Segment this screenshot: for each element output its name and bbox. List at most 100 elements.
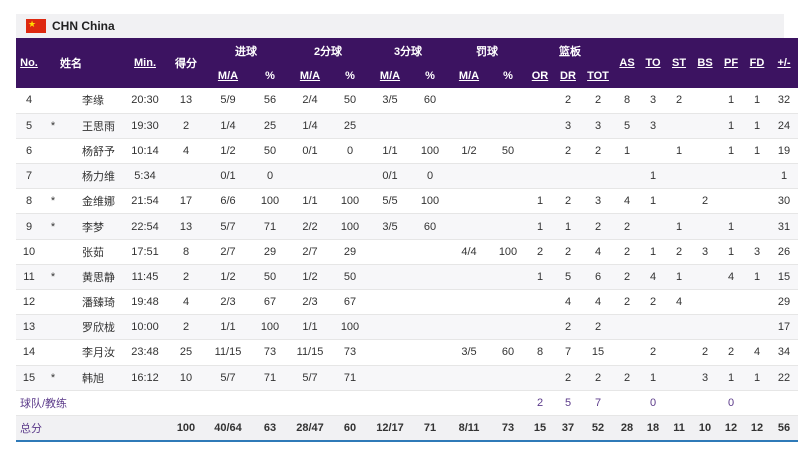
stat-cell: 1 — [744, 264, 771, 291]
header-row-top: No. 姓名 Min. 得分 进球 2分球 3分球 罚球 篮板 AS TO ST… — [16, 38, 799, 70]
stat-cell: 2 — [554, 314, 582, 341]
stat-cell: 4 — [614, 188, 641, 215]
stat-cell — [718, 314, 745, 341]
stat-cell: 60 — [490, 339, 526, 366]
stat-cell — [288, 163, 332, 190]
stat-cell: 100 — [252, 314, 288, 341]
stat-cell: 5/5 — [368, 188, 412, 215]
table-row[interactable]: 5 * 王思雨 19:30 2 1/4 25 1/4 25 3 3 5 3 1 1 24 — [16, 113, 799, 139]
col-points: 得分 — [175, 58, 197, 70]
table-row[interactable]: 9 * 李梦 22:54 13 5/7 71 2/2 100 3/5 60 1 1 2 2 1 1 31 — [16, 213, 799, 240]
player-name[interactable]: 黄思静 — [64, 264, 122, 291]
col-blocks[interactable]: BS — [697, 57, 713, 69]
player-name[interactable]: 李月汝 — [64, 339, 122, 366]
stat-cell: 3 — [640, 113, 667, 139]
stat-cell: 1 — [718, 239, 745, 265]
stat-cell — [412, 339, 448, 366]
col-assists[interactable]: AS — [619, 57, 635, 69]
col-ft-ma[interactable]: M/A — [458, 69, 480, 82]
total-cell: 8/11 — [448, 415, 490, 442]
col-group-2pt: 2分球 — [313, 45, 343, 58]
table-row[interactable]: 12 潘臻琦 19:48 4 2/3 67 2/3 67 4 4 2 2 4 29 — [16, 289, 799, 316]
player-name[interactable]: 杨力维 — [64, 163, 122, 190]
table-row[interactable]: 13 罗欣栊 10:00 2 1/1 100 1/1 100 2 2 17 — [16, 314, 799, 341]
player-name[interactable]: 金维娜 — [64, 188, 122, 215]
col-plus-minus[interactable]: +/- — [777, 57, 791, 69]
col-3pt-ma[interactable]: M/A — [379, 69, 401, 82]
col-minutes[interactable]: Min. — [134, 57, 156, 69]
col-fg-ma[interactable]: M/A — [217, 69, 239, 82]
stat-cell: 13 — [168, 88, 204, 114]
table-row[interactable]: 14 李月汝 23:48 25 11/15 73 11/15 73 3/5 60 8 7 15 2 2 2 4 3… — [16, 339, 799, 366]
col-group-fg: 进球 — [235, 45, 257, 58]
stat-cell: 1 — [718, 138, 745, 165]
stat-cell — [448, 163, 490, 190]
player-name[interactable]: 韩旭 — [64, 365, 122, 391]
stat-cell: 1/1 — [204, 314, 252, 341]
table-row[interactable]: 4 李缘 20:30 13 5/9 56 2/4 50 3/5 60 2 2 8 3 2 1 1 32 — [16, 88, 799, 114]
stat-cell: 1 — [744, 113, 771, 139]
stat-cell — [614, 314, 641, 341]
stat-cell — [692, 138, 719, 165]
stat-cell: 13 — [168, 213, 204, 240]
total-cell: 63 — [252, 415, 288, 442]
stat-cell: 8 — [526, 339, 554, 366]
stat-cell — [412, 365, 448, 391]
stat-cell — [666, 188, 693, 215]
team-tot: 7 — [582, 390, 615, 416]
stat-cell: 1/2 — [448, 138, 490, 165]
stat-cell: 11:45 — [122, 264, 168, 291]
stat-cell: 11/15 — [204, 339, 252, 366]
col-turnovers[interactable]: TO — [645, 57, 661, 69]
total-cell: 12/17 — [368, 415, 412, 442]
table-row[interactable]: 10 张茹 17:51 8 2/7 29 2/7 29 4/4 100 2 2 4 2 1 2 3 1 3 26 — [16, 239, 799, 265]
stat-cell: 30 — [770, 188, 799, 215]
stat-cell: 20:30 — [122, 88, 168, 114]
stat-cell — [368, 339, 412, 366]
player-name[interactable]: 李缘 — [64, 88, 122, 114]
player-name[interactable]: 张茹 — [64, 239, 122, 265]
player-name[interactable]: 王思雨 — [64, 113, 122, 139]
player-name[interactable]: 李梦 — [64, 213, 122, 240]
col-fouls-drawn[interactable]: FD — [749, 57, 765, 69]
stat-cell: 10:00 — [122, 314, 168, 341]
stat-cell — [332, 163, 368, 190]
stat-cell: 29 — [770, 289, 799, 316]
col-dr[interactable]: DR — [560, 69, 576, 82]
stat-cell — [526, 113, 554, 139]
stat-cell — [554, 163, 582, 190]
stat-cell — [448, 88, 490, 114]
player-name[interactable]: 杨舒予 — [64, 138, 122, 165]
total-cell: 60 — [332, 415, 368, 442]
player-name[interactable]: 罗欣栊 — [64, 314, 122, 341]
table-row[interactable]: 15 * 韩旭 16:12 10 5/7 71 5/7 71 2 2 2 1 3 1 1 22 — [16, 365, 799, 391]
stat-cell — [666, 365, 693, 391]
stat-cell — [490, 213, 526, 240]
table-row[interactable]: 8 * 金维娜 21:54 17 6/6 100 1/1 100 5/5 100 1 2 3 4 1 2 30 — [16, 188, 799, 215]
table-row[interactable]: 7 杨力维 5:34 0/1 0 0/1 0 1 1 — [16, 163, 799, 190]
stat-cell: 1 — [666, 264, 693, 291]
col-or[interactable]: OR — [531, 69, 549, 82]
table-row[interactable]: 11 * 黄思静 11:45 2 1/2 50 1/2 50 1 5 6 2 4 1 4 1 15 — [16, 264, 799, 291]
stat-cell: 2 — [554, 88, 582, 114]
col-steals[interactable]: ST — [671, 57, 687, 69]
stat-cell: 2 — [614, 239, 641, 265]
table-row[interactable]: 6 杨舒予 10:14 4 1/2 50 0/1 0 1/1 100 1/2 50 2 2 1 1 1 1 19 — [16, 138, 799, 165]
stat-cell: 1 — [526, 264, 554, 291]
stat-cell: 25 — [332, 113, 368, 139]
stat-cell — [526, 138, 554, 165]
col-fouls[interactable]: PF — [723, 57, 739, 69]
stat-cell: 1/4 — [204, 113, 252, 139]
col-2pt-ma[interactable]: M/A — [299, 69, 321, 82]
stat-cell: 1 — [744, 365, 771, 391]
col-fg-pct: % — [265, 69, 275, 82]
starter-marker — [42, 138, 64, 165]
stat-cell: 2 — [582, 138, 615, 165]
starter-marker: * — [42, 188, 64, 215]
player-name[interactable]: 潘臻琦 — [64, 289, 122, 316]
stat-cell: 71 — [332, 365, 368, 391]
col-tot[interactable]: TOT — [587, 69, 609, 82]
stat-cell — [692, 264, 719, 291]
player-number: 14 — [16, 339, 42, 366]
col-number[interactable]: No. — [20, 57, 38, 69]
